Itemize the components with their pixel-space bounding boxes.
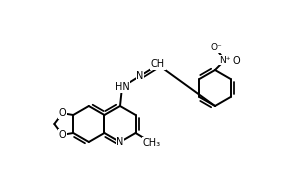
Text: O⁻: O⁻ — [210, 43, 222, 53]
Text: HN: HN — [115, 82, 129, 92]
Text: O: O — [232, 56, 240, 66]
Text: CH₃: CH₃ — [143, 138, 161, 148]
Text: CH: CH — [151, 59, 165, 69]
Text: N⁺: N⁺ — [219, 56, 231, 65]
Text: O: O — [59, 130, 66, 140]
Text: N: N — [116, 137, 124, 147]
Text: N: N — [136, 71, 144, 81]
Text: O: O — [59, 108, 66, 118]
